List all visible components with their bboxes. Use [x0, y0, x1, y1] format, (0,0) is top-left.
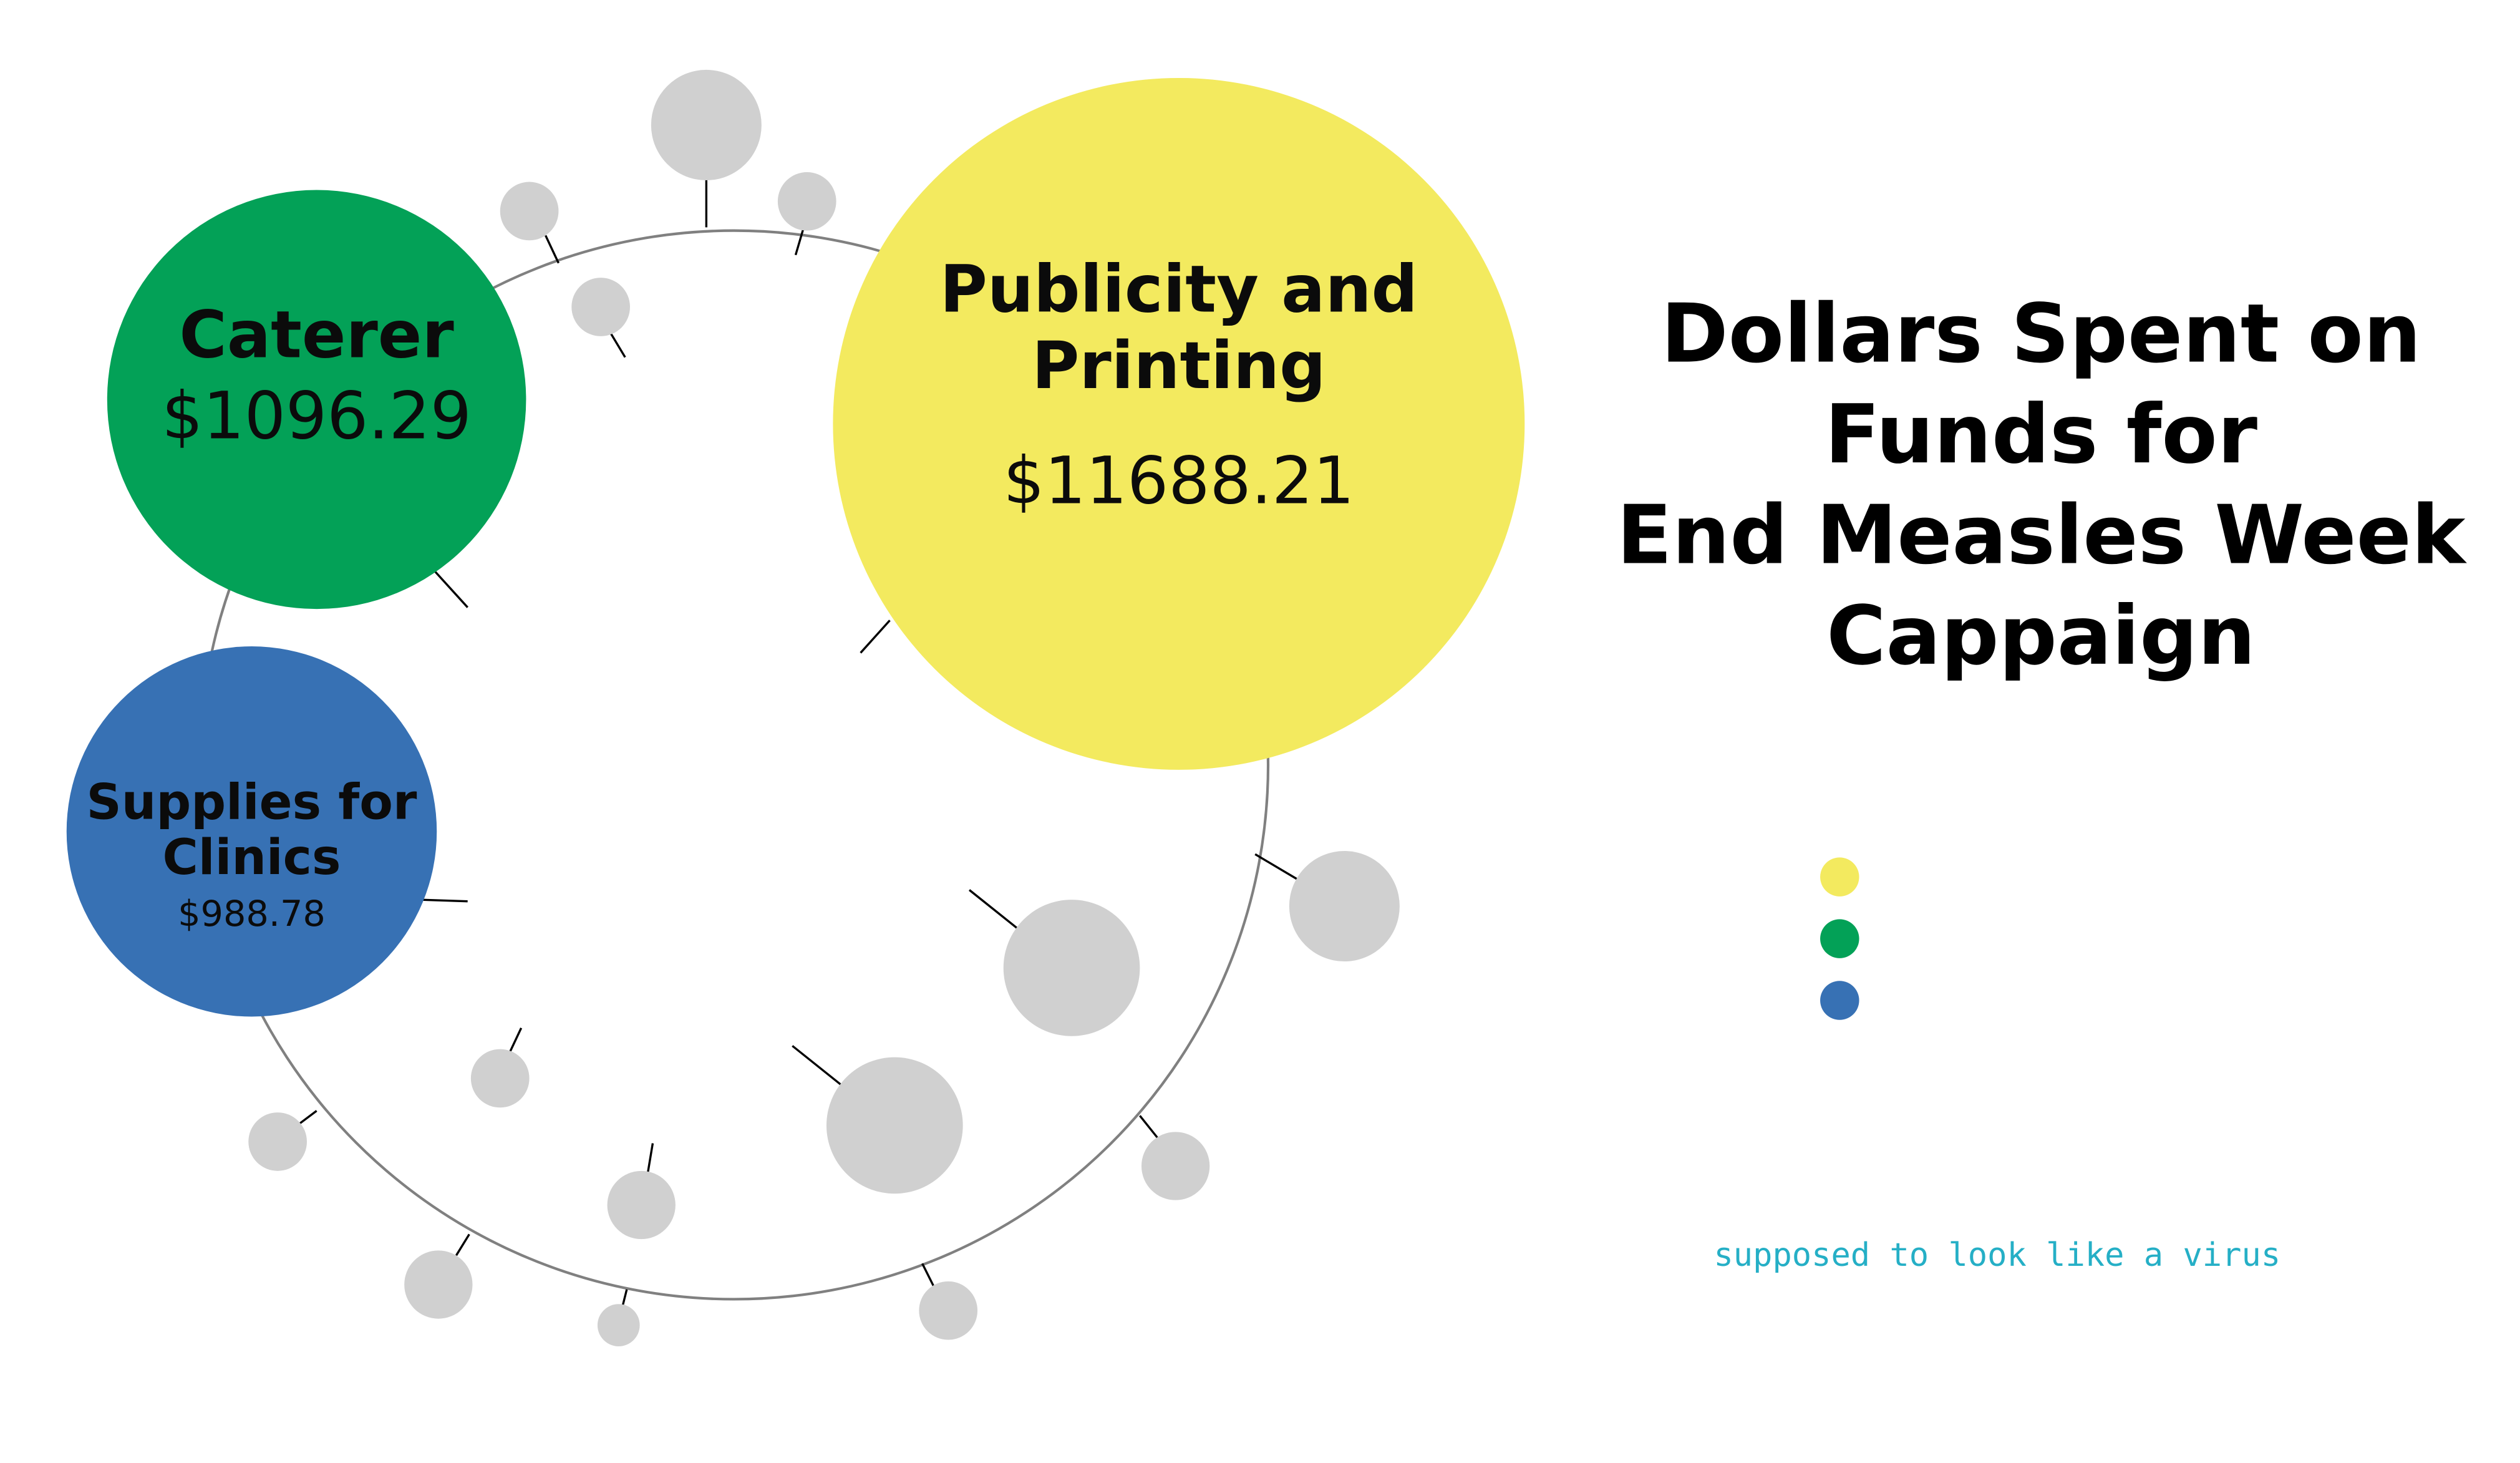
- legend-marker-1: [1820, 857, 1859, 897]
- annotation-text: supposed to look like a virus: [1713, 1237, 2280, 1274]
- spike-line-4: [794, 226, 805, 256]
- bubble-value-caterer: $1096.29: [162, 378, 472, 454]
- bubble-value-supplies-for-clinics: $988.78: [178, 893, 326, 935]
- bubble-label-publicity-and-printing-2: Printing: [1032, 328, 1326, 404]
- spike-line-15: [921, 1263, 935, 1287]
- legend-marker-2: [1820, 919, 1859, 958]
- virus-decoration: [198, 69, 1400, 1346]
- bubble-label-supplies-for-clinics-2: Clinics: [163, 830, 341, 886]
- virus-knob-9: [470, 1049, 530, 1108]
- spike-line-3: [609, 332, 626, 358]
- title-line-2: Funds for: [1825, 387, 2257, 482]
- bubble-label-caterer-1: Caterer: [179, 296, 454, 372]
- spike-line-9: [968, 889, 1019, 930]
- bubble-label-supplies-for-clinics-1: Supplies for: [87, 775, 417, 831]
- spike-line-6: [860, 620, 891, 654]
- virus-knob-1: [651, 69, 762, 180]
- virus-knob-4: [777, 172, 836, 231]
- title-line-4: Cappaign: [1826, 588, 2256, 683]
- virus-knob-7: [826, 1057, 963, 1194]
- bubble-label-publicity-and-printing-1: Publicity and: [940, 251, 1418, 327]
- virus-knob-6: [1003, 900, 1140, 1036]
- title-line-1: Dollars Spent on: [1661, 286, 2421, 381]
- virus-knob-11: [248, 1112, 307, 1171]
- legend: [1820, 857, 1859, 1020]
- spike-line-16: [455, 1233, 470, 1256]
- virus-knob-14: [919, 1281, 978, 1340]
- legend-marker-3: [1820, 981, 1859, 1020]
- bubble-publicity-and-printing: [833, 77, 1525, 770]
- spike-line-13: [296, 1110, 317, 1127]
- spike-line-14: [1139, 1115, 1160, 1141]
- spike-line-7: [419, 898, 468, 903]
- bubble-supplies-for-clinics: [66, 646, 437, 1017]
- spike-line-12: [646, 1143, 654, 1173]
- virus-knob-10: [607, 1170, 676, 1240]
- virus-knob-2: [500, 182, 559, 241]
- virus-knob-12: [404, 1250, 473, 1319]
- title-line-3: End Measles Week: [1617, 487, 2468, 582]
- spike-line-5: [434, 571, 468, 608]
- virus-knob-13: [597, 1304, 640, 1346]
- bubble-value-publicity-and-printing: $11688.21: [1003, 443, 1354, 519]
- spike-line-8: [1254, 853, 1300, 882]
- spike-line-10: [792, 1045, 842, 1086]
- virus-knob-3: [571, 278, 631, 336]
- spike-line-2: [545, 235, 560, 264]
- bubble-caterer: [107, 190, 526, 610]
- annotation: supposed to look like a virus: [1713, 1237, 2280, 1274]
- virus-knob-8: [1141, 1132, 1210, 1200]
- virus-knob-5: [1289, 851, 1400, 962]
